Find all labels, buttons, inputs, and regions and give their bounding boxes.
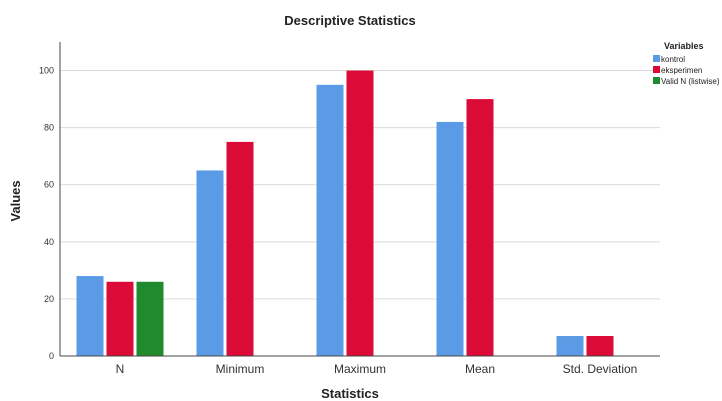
legend-swatch <box>653 55 660 62</box>
y-tick-label: 20 <box>44 294 54 304</box>
bar-valid-n-listwise-n <box>136 281 164 356</box>
x-tick-label: Minimum <box>216 362 265 376</box>
legend-swatch <box>653 66 660 73</box>
x-tick-label: Maximum <box>334 362 386 376</box>
bar-eksperimen-std-deviation <box>586 336 614 356</box>
chart-title: Descriptive Statistics <box>284 13 416 28</box>
y-tick-label: 60 <box>44 180 54 190</box>
bars <box>76 70 614 357</box>
bar-eksperimen-minimum <box>226 141 254 356</box>
legend-item-label: Valid N (listwise) <box>661 77 720 86</box>
x-tick-labels: N Minimum Maximum Mean Std. Deviation <box>116 362 638 376</box>
x-tick-label: Mean <box>465 362 495 376</box>
bar-kontrol-maximum <box>316 84 344 357</box>
bar-kontrol-n <box>76 276 104 356</box>
legend-swatch <box>653 77 660 84</box>
bar-kontrol-minimum <box>196 170 224 356</box>
x-tick-label: Std. Deviation <box>563 362 638 376</box>
bar-eksperimen-maximum <box>346 70 374 356</box>
x-tick-label: N <box>116 362 125 376</box>
y-tick-label: 40 <box>44 237 54 247</box>
legend-item-label: kontrol <box>661 55 685 64</box>
legend-item-label: eksperimen <box>661 66 702 75</box>
y-tick-labels: 0 20 40 60 80 100 <box>39 66 54 361</box>
y-tick-label: 0 <box>49 351 54 361</box>
y-tick-label: 80 <box>44 123 54 133</box>
bar-eksperimen-mean <box>466 99 494 356</box>
legend-title: Variables <box>664 41 704 51</box>
bar-kontrol-mean <box>436 121 464 356</box>
x-axis-label: Statistics <box>321 386 379 401</box>
y-tick-label: 100 <box>39 66 54 76</box>
legend: Variables kontrol eksperimen Valid N (list… <box>653 41 720 86</box>
bar-eksperimen-n <box>106 281 134 356</box>
bar-kontrol-std-deviation <box>556 336 584 356</box>
y-axis-label: Values <box>8 180 23 221</box>
